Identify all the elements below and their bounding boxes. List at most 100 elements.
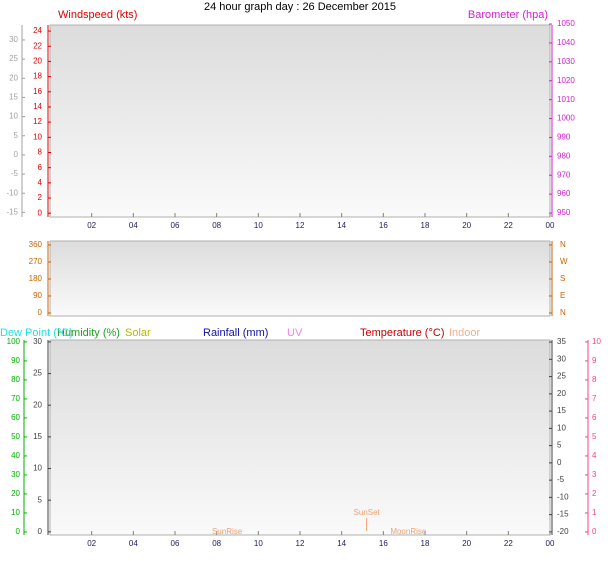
y-tick-label: 30	[33, 337, 42, 346]
axis-label: Barometer (hpa)	[468, 9, 548, 21]
x-tick-label: 10	[254, 539, 263, 548]
y-tick-label: 40	[11, 451, 20, 460]
y-tick-label: 15	[9, 93, 18, 102]
y-tick-label: -20	[557, 527, 569, 536]
y-tick-label: 0	[557, 458, 562, 467]
y-tick-label: 10	[557, 423, 566, 432]
x-tick-label: 12	[296, 221, 305, 230]
x-tick-label: 16	[379, 539, 388, 548]
plot-area	[49, 24, 551, 218]
y-tick-label: 25	[9, 54, 18, 63]
annotation: MoonRise	[390, 527, 427, 536]
y-tick-label: 10	[33, 464, 42, 473]
y-tick-label: 4	[592, 451, 597, 460]
y-tick-label: 180	[29, 274, 43, 283]
y-tick-label: 80	[11, 375, 20, 384]
y-tick-label: 10	[592, 337, 601, 346]
y-tick-label: 1010	[557, 95, 575, 104]
x-tick-label: 22	[504, 221, 513, 230]
y-tick-label: 6	[38, 163, 43, 172]
y-tick-label: 25	[33, 369, 42, 378]
y-tick-label: -10	[557, 492, 569, 501]
y-tick-label: 1000	[557, 114, 575, 123]
x-tick-label: 16	[379, 221, 388, 230]
y-tick-label: 20	[11, 489, 20, 498]
y-tick-label: 30	[557, 354, 566, 363]
y-tick-label: 10	[33, 132, 42, 141]
y-tick-label: 2	[592, 489, 597, 498]
y-tick-label: 950	[557, 208, 571, 217]
y-tick-label: 5	[14, 131, 19, 140]
y-tick-label: 6	[592, 413, 597, 422]
y-tick-label: S	[560, 274, 565, 283]
y-tick-label: 0	[16, 527, 21, 536]
legend-entry: Rainfall (mm)	[203, 327, 268, 339]
y-tick-label: 35	[557, 337, 566, 346]
y-tick-label: 100	[7, 337, 21, 346]
y-tick-label: 60	[11, 413, 20, 422]
legend-entry: Humidity (%)	[57, 327, 120, 339]
x-tick-label: 02	[87, 221, 96, 230]
x-tick-label: 08	[212, 221, 221, 230]
y-tick-label: 5	[38, 495, 43, 504]
y-tick-label: -10	[6, 188, 18, 197]
y-tick-label: -5	[557, 475, 565, 484]
y-tick-label: -15	[557, 510, 569, 519]
x-tick-label: 02	[87, 539, 96, 548]
y-tick-label: 16	[33, 87, 42, 96]
y-tick-label: 1030	[557, 57, 575, 66]
x-tick-label: 14	[337, 221, 346, 230]
x-tick-label: 14	[337, 539, 346, 548]
plot-area	[49, 339, 551, 536]
x-tick-label: 00	[546, 221, 555, 230]
x-tick-label: 20	[462, 221, 471, 230]
y-tick-label: 1020	[557, 76, 575, 85]
y-tick-label: 70	[11, 394, 20, 403]
y-tick-label: 14	[33, 102, 42, 111]
y-tick-label: 360	[29, 240, 43, 249]
y-tick-label: 8	[592, 375, 597, 384]
legend-entry: Temperature (°C)	[360, 327, 444, 339]
legend-entry: UV	[287, 327, 303, 339]
y-tick-label: 90	[11, 356, 20, 365]
y-tick-label: 20	[33, 400, 42, 409]
y-tick-label: 10	[9, 112, 18, 121]
y-tick-label: 12	[33, 117, 42, 126]
y-tick-label: 10	[11, 508, 20, 517]
y-tick-label: 1050	[557, 19, 575, 28]
y-tick-label: 20	[557, 389, 566, 398]
y-tick-label: 4	[38, 178, 43, 187]
x-tick-label: 12	[296, 539, 305, 548]
y-tick-label: -5	[11, 169, 19, 178]
y-tick-label: 18	[33, 72, 42, 81]
chart-title: 24 hour graph day : 26 December 2015	[204, 1, 396, 13]
x-tick-label: 22	[504, 539, 513, 548]
y-tick-label: 990	[557, 133, 571, 142]
y-tick-label: 0	[14, 150, 19, 159]
x-tick-label: 00	[546, 539, 555, 548]
x-tick-label: 04	[129, 539, 138, 548]
x-tick-label: 06	[171, 221, 180, 230]
y-tick-label: 20	[9, 73, 18, 82]
y-tick-label: 1	[592, 508, 597, 517]
y-tick-label: 5	[592, 432, 597, 441]
y-tick-label: 2	[38, 193, 43, 202]
y-tick-label: 3	[592, 470, 597, 479]
legend-entry: Dew Point (°C)	[0, 327, 73, 339]
y-tick-label: 50	[11, 432, 20, 441]
x-tick-label: 04	[129, 221, 138, 230]
legend-entry: Indoor	[449, 327, 481, 339]
y-tick-label: 15	[33, 432, 42, 441]
x-tick-label: 10	[254, 221, 263, 230]
x-tick-label: 18	[421, 539, 430, 548]
plot-area	[49, 240, 551, 317]
y-tick-label: -15	[6, 208, 18, 217]
y-tick-label: 0	[592, 527, 597, 536]
y-tick-label: 15	[557, 406, 566, 415]
y-tick-label: 20	[33, 57, 42, 66]
y-tick-label: W	[560, 257, 568, 266]
x-tick-label: 18	[421, 221, 430, 230]
y-tick-label: 8	[38, 148, 43, 157]
x-tick-label: 06	[171, 539, 180, 548]
